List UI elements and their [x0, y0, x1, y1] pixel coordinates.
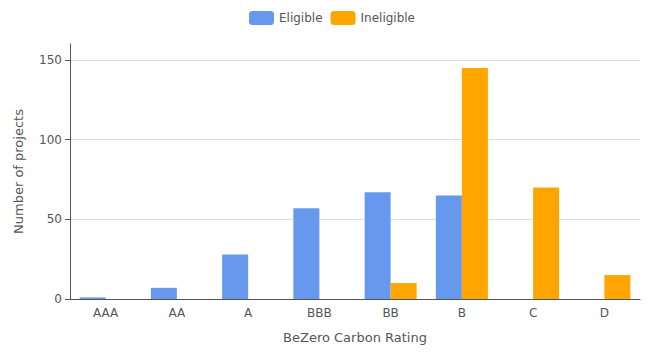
svg-text:Eligible: Eligible [279, 11, 323, 25]
svg-text:BBB: BBB [307, 306, 332, 320]
svg-text:AAA: AAA [93, 306, 119, 320]
svg-text:BB: BB [382, 306, 398, 320]
svg-text:150: 150 [39, 53, 62, 67]
svg-text:Ineligible: Ineligible [361, 11, 415, 25]
svg-text:0: 0 [54, 292, 62, 306]
svg-text:Number of projects: Number of projects [11, 109, 26, 234]
svg-text:AA: AA [168, 306, 186, 320]
svg-text:C: C [529, 306, 537, 320]
svg-text:B: B [458, 306, 466, 320]
svg-text:100: 100 [39, 133, 62, 147]
svg-text:50: 50 [47, 212, 62, 226]
svg-text:A: A [244, 306, 253, 320]
svg-text:BeZero Carbon Rating: BeZero Carbon Rating [283, 330, 427, 345]
svg-text:D: D [600, 306, 609, 320]
